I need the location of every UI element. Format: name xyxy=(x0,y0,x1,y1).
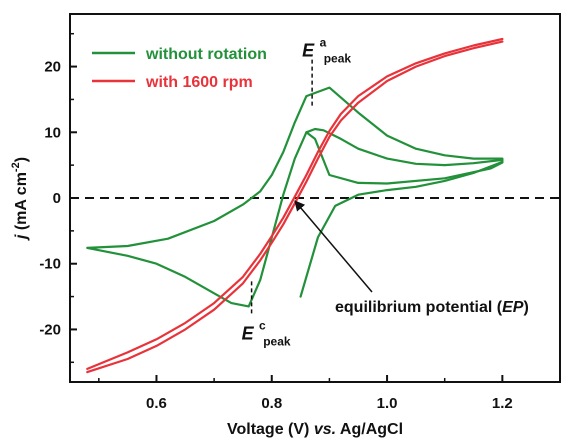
cathodic-peak-subscript: peak xyxy=(263,334,291,348)
series-with-1600-rpm xyxy=(86,37,504,374)
cathodic-peak-annotation: E c peak xyxy=(242,281,291,348)
x-tick-label: 0.6 xyxy=(146,395,167,412)
y-tick-label: 10 xyxy=(44,124,61,141)
y-axis-title: j (mA cm-2) xyxy=(10,157,30,241)
series-layer xyxy=(86,37,504,374)
equilibrium-potential-annotation: equilibrium potential (EP) xyxy=(294,200,529,316)
series-line xyxy=(299,160,504,298)
y-tick-label: 20 xyxy=(44,59,61,76)
cathodic-peak-superscript: c xyxy=(259,318,266,332)
series-line xyxy=(86,86,504,308)
x-axis-title-vs: vs. xyxy=(314,421,336,438)
legend: without rotation with 1600 rpm xyxy=(92,46,267,91)
legend-label-without-rotation: without rotation xyxy=(145,46,267,63)
legend-label-with-1600-rpm: with 1600 rpm xyxy=(145,74,253,91)
equilibrium-potential-arrow xyxy=(294,200,373,293)
axis-ticks: 0.6 0.8 1.0 1.2 -20 -10 0 10 20 xyxy=(39,32,561,412)
y-tick-label: -20 xyxy=(39,321,61,338)
anodic-peak-subscript: peak xyxy=(324,52,352,66)
x-tick-label: 0.8 xyxy=(261,395,282,412)
y-axis-title-symbol: j xyxy=(13,234,30,241)
y-axis-title-exponent: -2 xyxy=(10,162,22,172)
ep-label-prefix: equilibrium potential ( xyxy=(335,299,503,316)
ep-label-suffix: ) xyxy=(523,299,528,316)
x-tick-label: 1.0 xyxy=(377,395,398,412)
x-axis-title-suffix: Ag/AgCl xyxy=(336,421,403,438)
x-tick-label: 1.2 xyxy=(492,395,513,412)
ep-label-abbrev: EP xyxy=(502,299,524,316)
y-axis-title-unit: (mA cm xyxy=(13,172,30,235)
anodic-peak-annotation: E a peak xyxy=(302,34,351,108)
anodic-peak-label: E a peak xyxy=(302,34,351,66)
series-line xyxy=(86,40,504,374)
x-axis-title-prefix: Voltage (V) xyxy=(227,421,314,438)
x-axis-title: Voltage (V) vs. Ag/AgCl xyxy=(227,421,403,438)
y-axis-title-close: ) xyxy=(13,157,30,162)
cathodic-peak-symbol: E xyxy=(242,323,255,343)
y-tick-label: -10 xyxy=(39,256,61,273)
y-tick-label: 0 xyxy=(53,190,61,207)
cathodic-peak-label: E c peak xyxy=(242,316,291,348)
anodic-peak-superscript: a xyxy=(320,36,327,50)
series-without-rotation xyxy=(86,86,504,308)
series-line xyxy=(86,37,504,370)
series-line xyxy=(305,127,504,167)
anodic-peak-symbol: E xyxy=(302,41,315,61)
equilibrium-potential-label: equilibrium potential (EP) xyxy=(335,299,529,316)
